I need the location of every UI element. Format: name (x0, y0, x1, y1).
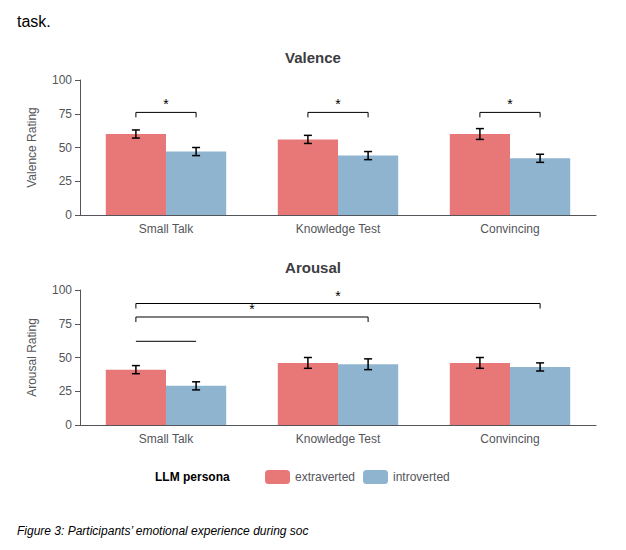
svg-text:task.: task. (17, 13, 51, 30)
svg-text:*: * (507, 96, 513, 112)
svg-text:100: 100 (52, 73, 72, 87)
svg-text:100: 100 (52, 283, 72, 297)
svg-text:75: 75 (59, 317, 73, 331)
svg-text:*: * (335, 288, 341, 304)
svg-text:Knowledge Test: Knowledge Test (296, 432, 381, 446)
svg-text:LLM persona: LLM persona (155, 470, 230, 484)
svg-text:Knowledge Test: Knowledge Test (296, 222, 381, 236)
svg-text:0: 0 (65, 418, 72, 432)
svg-text:introverted: introverted (393, 470, 450, 484)
svg-text:Valence Rating: Valence Rating (25, 107, 39, 188)
svg-text:*: * (335, 96, 341, 112)
svg-text:Small Talk: Small Talk (139, 432, 194, 446)
svg-text:extraverted: extraverted (295, 470, 355, 484)
svg-text:Figure 3: Participants’ emotio: Figure 3: Participants’ emotional experi… (17, 524, 309, 538)
svg-text:0: 0 (65, 208, 72, 222)
svg-text:75: 75 (59, 107, 73, 121)
svg-text:50: 50 (59, 351, 73, 365)
svg-text:Small Talk: Small Talk (139, 222, 194, 236)
svg-text:50: 50 (59, 141, 73, 155)
svg-text:Valence: Valence (285, 49, 341, 66)
svg-text:*: * (163, 96, 169, 112)
svg-text:Arousal Rating: Arousal Rating (25, 318, 39, 397)
svg-text:Convincing: Convincing (480, 432, 539, 446)
svg-text:Convincing: Convincing (480, 222, 539, 236)
svg-text:25: 25 (59, 174, 73, 188)
svg-text:Arousal: Arousal (285, 259, 341, 276)
svg-text:25: 25 (59, 384, 73, 398)
